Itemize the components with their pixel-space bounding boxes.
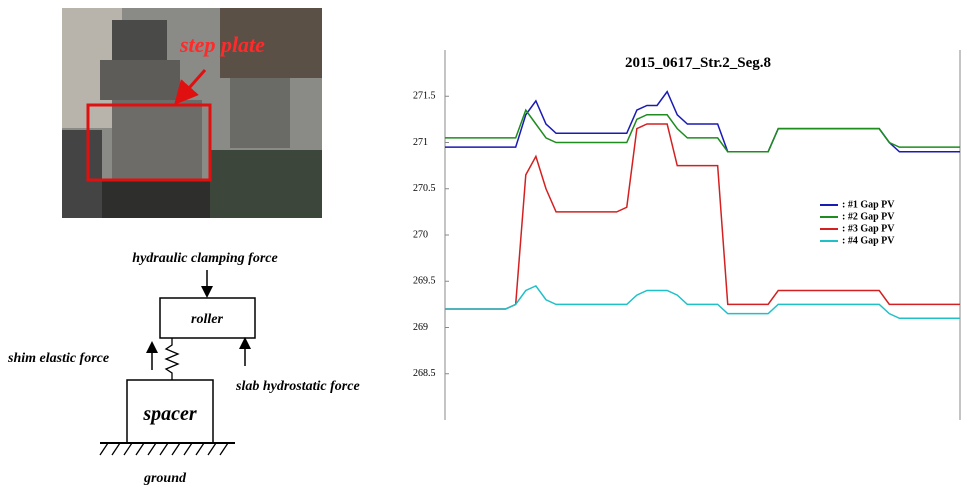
diagram	[100, 270, 255, 455]
spacer-label: spacer	[142, 403, 197, 425]
legend-label: : #4 Gap PV	[842, 235, 895, 246]
y-tick-label: 271.5	[413, 91, 436, 102]
chart: 2015_0617_Str.2_Seg.8 268.5 269 269.5 270 27…	[413, 50, 960, 420]
force-label: hydraulic clamping force	[132, 251, 277, 266]
photo: step plate	[62, 8, 322, 218]
y-tick-label: 268.5	[413, 368, 436, 379]
y-tick-label: 269.5	[413, 276, 436, 287]
force-label: slab hydrostatic force	[235, 379, 360, 394]
legend-label: : #1 Gap PV	[842, 199, 895, 210]
chart-title: 2015_0617_Str.2_Seg.8	[625, 55, 771, 71]
series-line	[445, 286, 960, 318]
force-label: shim elastic force	[7, 351, 109, 366]
photo-label: step plate	[179, 32, 265, 57]
y-tick-label: 270.5	[413, 183, 436, 194]
ground-label: ground	[143, 471, 187, 486]
legend-label: : #2 Gap PV	[842, 211, 895, 222]
y-tick-label: 270	[413, 229, 428, 240]
y-tick-label: 271	[413, 137, 428, 148]
legend-label: : #3 Gap PV	[842, 223, 895, 234]
y-tick-label: 269	[413, 322, 428, 333]
roller-label: roller	[191, 312, 223, 327]
series-line	[445, 110, 960, 152]
figure: step plate hydraulic clamping force roll…	[0, 0, 964, 490]
